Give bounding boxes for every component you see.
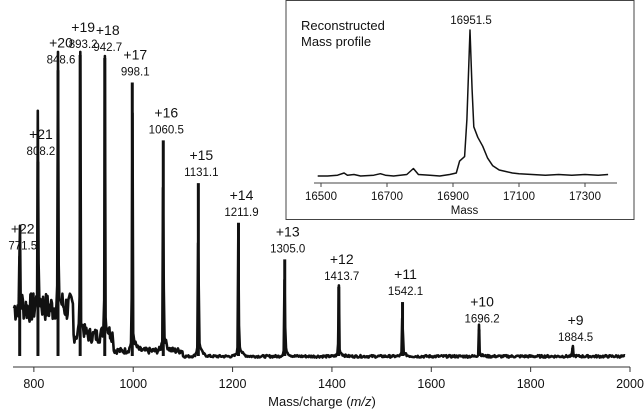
peak-charge-label: +9	[568, 312, 584, 328]
peak-mz-label: 1305.0	[270, 243, 305, 255]
inset-plot: Reconstructed Mass profile 16951.5 16500…	[285, 0, 635, 220]
peak-charge-label: +13	[276, 223, 300, 239]
inset-peak-label: 16951.5	[450, 15, 492, 27]
inset-x-tick-label: 16500	[305, 191, 337, 203]
peak-charge-label: +10	[470, 294, 494, 310]
peak-charge-label: +21	[29, 126, 53, 142]
inset-title-line-1: Reconstructed	[301, 18, 385, 33]
peak-mz-label: 1696.2	[464, 314, 499, 326]
x-axis-title-unit: m/z	[351, 394, 372, 409]
x-tick-label: 1400	[318, 377, 346, 391]
peak-mz-label: 1413.7	[324, 271, 359, 283]
peak-mz-label: 771.5	[8, 240, 37, 252]
peak-charge-label: +11	[394, 266, 417, 282]
x-tick-label: 1000	[119, 377, 147, 391]
x-axis-title: Mass/charge (m/z)	[268, 394, 376, 409]
peak-charge-label: +20	[49, 34, 73, 50]
inset-title-line-2: Mass profile	[301, 34, 371, 49]
peak-charge-label: +19	[71, 19, 95, 35]
x-tick-label: 1600	[417, 377, 445, 391]
x-axis-title-text: Mass/charge	[268, 394, 342, 409]
x-axis-ticks: 800 1000 1200 1400 1600 1800 2000	[23, 367, 644, 391]
inset-x-axis-ticks: 16500 16700 16900 17100 17300	[305, 183, 601, 203]
inset-title: Reconstructed Mass profile	[301, 18, 388, 49]
peak-charge-label: +16	[154, 104, 178, 120]
peak-mz-label: 1211.9	[224, 207, 258, 219]
peak-charge-label: +14	[230, 187, 254, 203]
inset-x-tick-label: 17100	[503, 191, 535, 203]
peak-mz-label: 1060.5	[149, 124, 184, 136]
inset-x-tick-label: 17300	[569, 191, 601, 203]
peak-charge-label: +22	[11, 220, 35, 236]
peak-charge-label: +17	[123, 46, 147, 62]
peak-charge-label: +18	[96, 22, 120, 38]
peak-mz-label: 1884.5	[558, 332, 593, 344]
x-tick-label: 800	[23, 377, 44, 391]
peak-charge-label: +12	[330, 251, 354, 267]
peak-mz-label: 998.1	[121, 66, 150, 78]
peak-mz-label: 808.2	[27, 146, 56, 158]
x-tick-label: 1200	[219, 377, 247, 391]
peak-charge-label: +15	[189, 147, 213, 163]
inset-profile-trace	[317, 29, 609, 177]
peak-mz-label: 1542.1	[388, 286, 423, 298]
main-plot: +22 771.5 +21 808.2 +20 848.6 +19 893.2+18 942.7…	[8, 19, 644, 409]
inset-x-tick-label: 16900	[437, 191, 469, 203]
peak-mz-label: 942.7	[93, 42, 122, 54]
peak-labels: +22 771.5 +21 808.2 +20 848.6 +19 893.2+18 942.7…	[8, 19, 593, 356]
peak-mz-label: 848.6	[47, 54, 76, 66]
x-tick-label: 1800	[517, 377, 545, 391]
peak-mz-label: 893.2	[69, 39, 98, 51]
x-tick-label: 2000	[616, 377, 644, 391]
spectrum-trace	[12, 50, 626, 359]
inset-x-tick-label: 16700	[371, 191, 403, 203]
inset-x-axis-title: Mass	[451, 205, 479, 217]
peak-mz-label: 1131.1	[184, 167, 218, 179]
